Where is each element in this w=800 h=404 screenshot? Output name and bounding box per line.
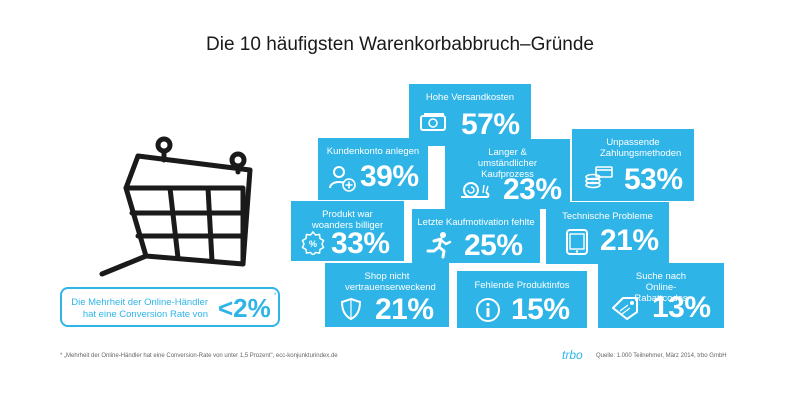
tile-percentage: 57% bbox=[461, 108, 520, 141]
footnote: * „Mehrheit der Online-Händler hat eine … bbox=[60, 353, 338, 359]
discount-badge-icon: % bbox=[301, 231, 325, 255]
reason-tile-coupon-search: Suche nach Online-Rabattcodes 13% bbox=[598, 263, 724, 328]
tile-percentage: 33% bbox=[331, 227, 390, 260]
snail-icon bbox=[461, 182, 490, 198]
callout-value: <2% bbox=[218, 293, 271, 323]
reason-tile-payment-methods: Unpassende Zahlungsmethoden 53% bbox=[572, 129, 694, 201]
tile-label: Fehlende Produktinfos bbox=[474, 280, 570, 291]
coins-cards-icon bbox=[585, 166, 613, 189]
tile-label: Kundenkonto anlegen bbox=[326, 146, 420, 157]
tile-percentage: 21% bbox=[600, 224, 659, 257]
tile-percentage: 25% bbox=[464, 229, 523, 262]
price-tag-icon bbox=[612, 297, 638, 320]
tile-percentage: 15% bbox=[511, 293, 570, 326]
conversion-rate-callout: Die Mehrheit der Online-Händler hat eine… bbox=[60, 287, 280, 327]
shopping-cart-icon bbox=[99, 136, 253, 277]
tile-label: Unpassende Zahlungsmethoden bbox=[600, 137, 682, 159]
reason-tile-missing-product-info: Fehlende Produktinfos 15% bbox=[457, 271, 587, 328]
reason-tile-technical-problems: Technische Probleme 21% bbox=[546, 202, 669, 264]
reason-tile-shipping-costs: Hohe Versandkosten 57% bbox=[409, 84, 531, 146]
tile-label: Suche nach Online-Rabattcodes bbox=[634, 271, 688, 304]
money-icon bbox=[420, 113, 446, 131]
page-title: Die 10 häufigsten Warenkorbabbruch–Gründ… bbox=[206, 34, 594, 55]
svg-text:%: % bbox=[309, 239, 317, 249]
reason-tile-create-account: Kundenkonto anlegen 39% bbox=[318, 138, 428, 200]
tile-percentage: 23% bbox=[503, 173, 562, 206]
smartphone-icon bbox=[566, 229, 588, 255]
tile-label: Hohe Versandkosten bbox=[425, 92, 515, 103]
tile-percentage: 53% bbox=[624, 163, 683, 196]
info-icon bbox=[476, 298, 500, 322]
reason-tile-untrustworthy-shop: Shop nicht vertrauenserweckend 21% bbox=[325, 263, 449, 327]
tile-label: Langer & umständlicher Kaufprozess bbox=[477, 147, 538, 180]
tile-label: Shop nicht vertrauenserweckend bbox=[345, 271, 436, 293]
tile-percentage: 39% bbox=[360, 160, 419, 193]
tile-label: Technische Probleme bbox=[562, 211, 653, 222]
tile-label: Letzte Kaufmotivation fehlte bbox=[417, 217, 535, 228]
add-user-icon bbox=[329, 166, 356, 192]
reason-tile-missing-motivation: Letzte Kaufmotivation fehlte 25% bbox=[412, 209, 540, 263]
tile-percentage: 21% bbox=[375, 293, 434, 326]
reason-tile-cheaper-elsewhere: Produkt war woanders billiger % 33% bbox=[291, 201, 404, 261]
source-note: Quelle: 1.000 Teilnehmer, März 2014, trb… bbox=[596, 353, 727, 359]
trbo-logo: trbo bbox=[562, 348, 583, 362]
shield-icon bbox=[340, 297, 362, 321]
callout-text: Die Mehrheit der Online-Händler hat eine… bbox=[71, 297, 208, 320]
running-person-icon bbox=[426, 232, 452, 259]
tile-percentage: 13% bbox=[652, 291, 711, 324]
callout-footnote-marker: * bbox=[274, 293, 277, 299]
tile-label: Produkt war woanders billiger bbox=[311, 209, 384, 231]
reason-tile-long-checkout: Langer & umständlicher Kaufprozess 23% bbox=[445, 139, 570, 209]
